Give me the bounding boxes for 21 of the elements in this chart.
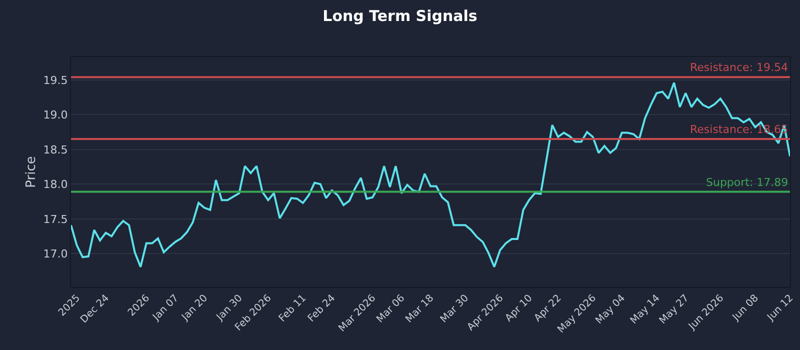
x-tick-label: Apr 10 (503, 292, 535, 324)
y-tick-label: 18.0 (43, 178, 68, 192)
x-tick-label: Jun 12 (764, 292, 796, 324)
x-tick-label: Dec 24 (78, 292, 112, 326)
x-tick-label: Jan 20 (179, 292, 210, 324)
x-tick-label: Feb 24 (306, 292, 338, 324)
ref-line-label: Support: 17.89 (706, 176, 788, 189)
ref-line-label: Resistance: 19.54 (690, 61, 788, 74)
y-tick-label: 17.0 (43, 248, 68, 260)
x-tick-label: Jun 08 (730, 292, 761, 324)
y-tick-label: 19.5 (43, 74, 68, 87)
y-tick-label: 19.0 (43, 108, 68, 122)
chart-title: Long Term Signals (322, 7, 478, 25)
x-tick-label: Feb 11 (277, 292, 309, 324)
y-tick-label: 17.5 (43, 212, 68, 226)
y-tick-label: 18.5 (43, 143, 68, 156)
x-tick-label: Apr 22 (532, 292, 564, 324)
y-axis-title: Price (24, 156, 39, 188)
x-tick-label: Jan 07 (150, 292, 182, 324)
x-tick-label: Mar 18 (404, 292, 436, 326)
line-series (71, 82, 790, 268)
